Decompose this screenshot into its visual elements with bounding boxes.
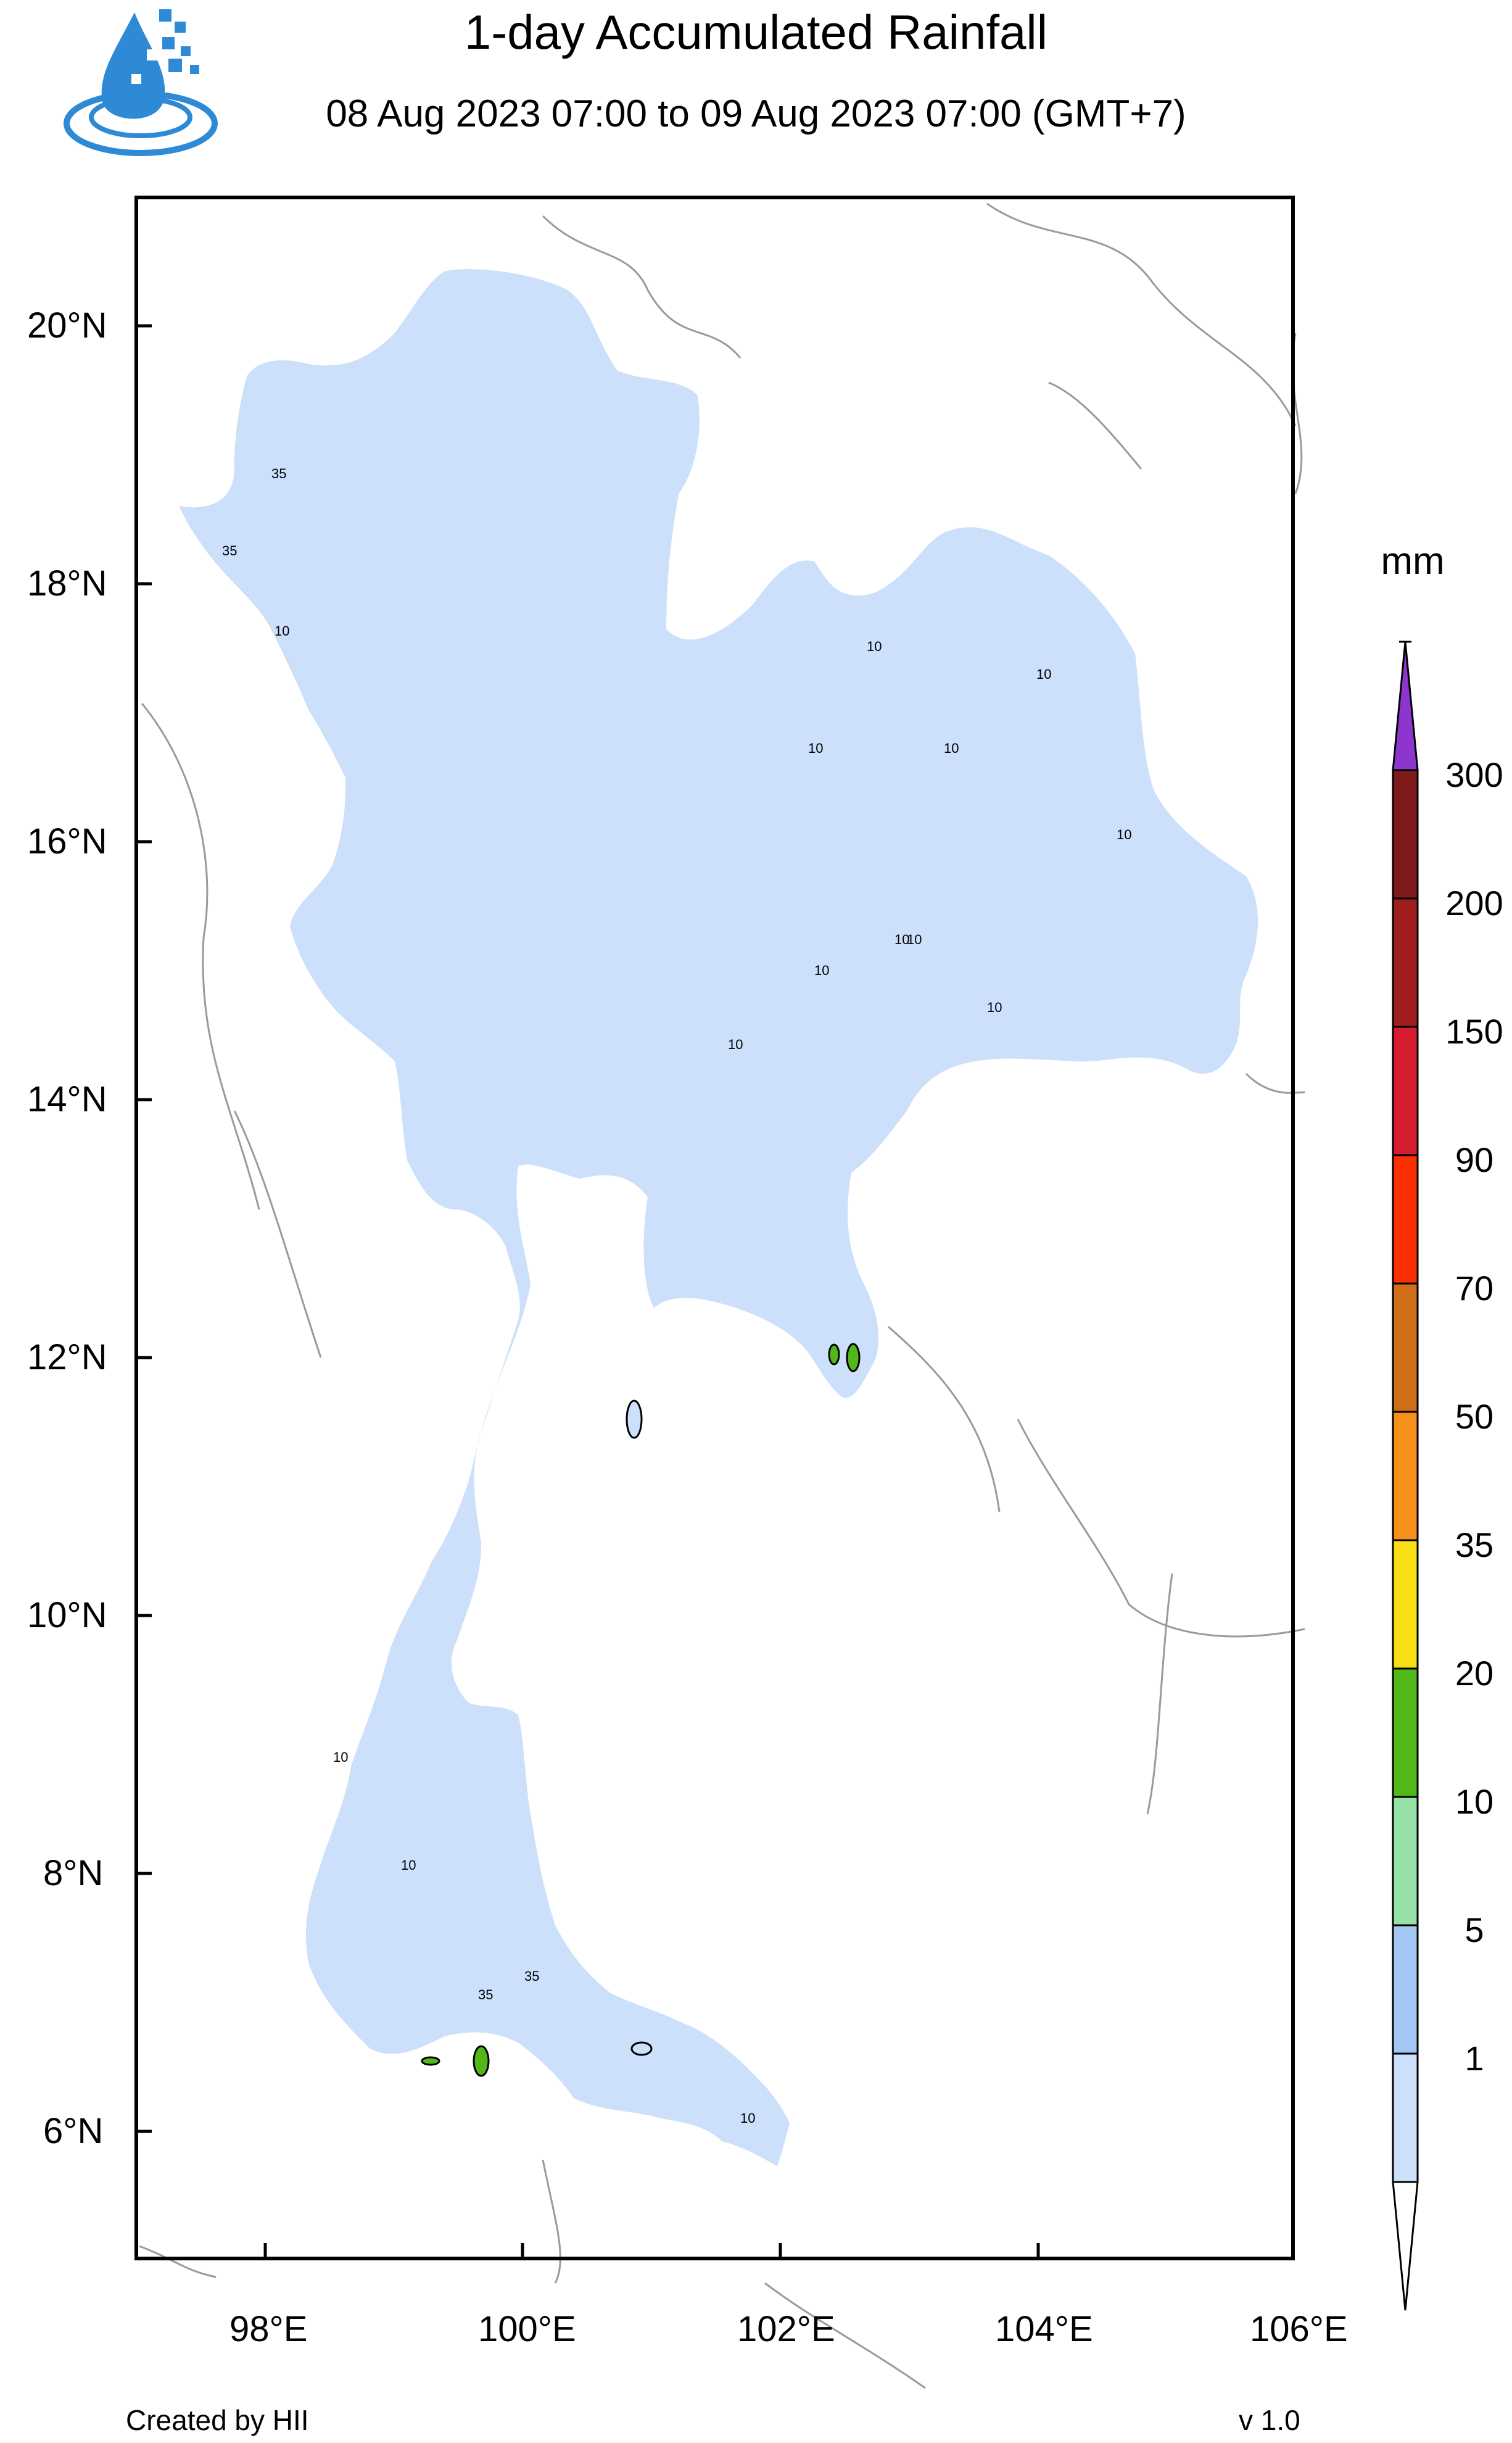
colorbar-label: 50 [1455,1397,1494,1436]
contour-label: 10 [944,740,959,756]
lat-label: 12°N [27,1337,107,1377]
contour-label: 10 [907,932,922,947]
contour-label: 35 [478,1987,493,2002]
colorbar-label: 10 [1455,1782,1494,1821]
colorbar-label: 150 [1445,1012,1503,1051]
map-title: 1-day Accumulated Rainfall [464,5,1048,59]
map-subtitle: 08 Aug 2023 07:00 to 09 Aug 2023 07:00 (… [326,93,1186,135]
contour-label: 10 [740,2110,755,2126]
lon-label: 98°E [229,2309,308,2349]
colorbar-label: 200 [1445,884,1503,923]
colorbar-label: 300 [1445,755,1503,794]
lon-label: 102°E [737,2309,835,2349]
logo-droplet-icon [64,9,218,156]
lat-label: 6°N [43,2111,104,2151]
contour-label: 10 [867,639,882,654]
colorbar-unit: mm [1381,540,1445,583]
lat-label: 10°N [27,1595,107,1635]
neighbour-borders [139,202,1305,2389]
contour-label: 10 [275,623,289,639]
version-text: v 1.0 [1239,2404,1300,2436]
contour-label: 10 [894,932,909,947]
colorbar-label: 35 [1455,1525,1494,1564]
map-frame [134,196,1295,2260]
lat-label: 16°N [27,821,107,861]
lat-label: 8°N [43,1853,104,1893]
contour-label: 10 [728,1037,743,1052]
lat-label: 18°N [27,563,107,603]
colorbar-label: 20 [1455,1654,1494,1693]
lon-ticks [263,2243,1295,2258]
colorbar-label: 70 [1455,1269,1494,1308]
colorbar-label: 5 [1464,1910,1484,1949]
contour-label: 10 [401,1857,416,1873]
credit-text: Created by HII [126,2404,309,2436]
contour-label: 10 [814,963,829,978]
contour-label: 35 [271,466,286,481]
lat-ticks [136,324,152,2133]
colorbar-arrow-icon [1392,2181,1419,2311]
lon-label: 100°E [478,2309,576,2349]
contour-label: 10 [1036,666,1051,682]
contour-label: 10 [987,1000,1002,1015]
lat-label: 14°N [27,1079,107,1119]
contour-labels: 35 35 10 35 10 10 10 10 10 10 10 10 10 1… [222,466,1131,2126]
lon-label: 104°E [995,2309,1093,2349]
contour-label: 35 [524,1968,539,1984]
colorbar [1392,641,1419,2311]
contour-label: 10 [333,1749,348,1765]
contour-label: 10 [808,740,823,756]
lat-label: 20°N [27,305,107,346]
colorbar-label: 1 [1464,2039,1484,2078]
contour-label: 10 [1117,827,1131,842]
contour-label: 35 [222,543,237,558]
lon-label: 106°E [1250,2309,1348,2349]
colorbar-label: 90 [1455,1140,1494,1179]
